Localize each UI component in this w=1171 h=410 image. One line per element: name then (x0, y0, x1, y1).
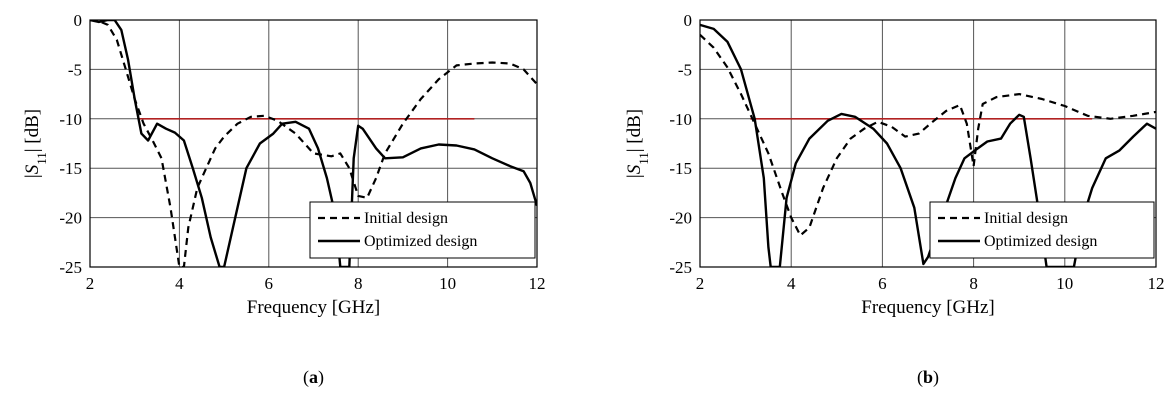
x-tick-label-a-0: 2 (86, 274, 95, 293)
x-tick-label-b-3: 8 (969, 274, 978, 293)
x-tick-label-a-5: 12 (529, 274, 546, 293)
y-tick-label-a-4: -20 (59, 209, 82, 228)
x-tick-label-b-2: 6 (878, 274, 887, 293)
x-axis-label-a: Frequency [GHz] (247, 297, 380, 318)
legend-box-a (309, 201, 536, 259)
x-tick-label-a-1: 4 (175, 274, 184, 293)
series-line-b-initial (700, 33, 1156, 237)
y-tick-label-a-3: -15 (59, 159, 82, 178)
x-tick-label-b-5: 12 (1148, 274, 1165, 293)
x-tick-label-b-4: 10 (1056, 274, 1073, 293)
legend-label-b-1: Optimized design (984, 233, 1097, 250)
legend-a: Initial design Optimized design (309, 201, 536, 259)
legend-label-b-0: Initial design (984, 210, 1068, 227)
x-tick-label-a-2: 6 (265, 274, 274, 293)
y-tick-label-b-3: -15 (669, 159, 692, 178)
y-tick-label-a-0: 0 (74, 11, 83, 30)
y-tick-label-b-4: -20 (669, 209, 692, 228)
x-tick-label-a-4: 10 (439, 274, 456, 293)
plot-frame-a (89, 19, 538, 268)
series-lines-a (90, 20, 537, 267)
legend-label-a-0: Initial design (364, 210, 448, 227)
x-tick-label-b-0: 2 (696, 274, 705, 293)
x-tick-label-a-3: 8 (354, 274, 363, 293)
grid-lines-b (700, 20, 1156, 267)
legend-label-a-1: Optimized design (364, 233, 477, 250)
y-tick-label-b-5: -25 (669, 258, 692, 277)
caption-a: (a) (303, 367, 324, 388)
y-tick-label-b-0: 0 (684, 11, 693, 30)
series-line-a-optimized (90, 20, 537, 267)
chart-panel-b: 2 4 6 8 10 120-5-10-15-20-25 Frequency [GHz] … (624, 11, 1165, 388)
y-axis-label-b: |S11| [dB] (624, 109, 651, 178)
y-tick-label-b-2: -10 (669, 110, 692, 129)
y-tick-label-a-2: -10 (59, 110, 82, 129)
y-axis-label-a: |S11| [dB] (22, 109, 49, 178)
legend-box-b (929, 201, 1155, 259)
chart-panel-a: 2 4 6 8 10 120-5-10-15-20-25 Frequency [GHz] … (22, 11, 546, 388)
legend-b: Initial design Optimized design (929, 201, 1155, 259)
x-axis-label-b: Frequency [GHz] (861, 297, 994, 318)
tick-labels-b: 2 4 6 8 10 12 0 -5 -10 -15 -20 -25 (669, 11, 1164, 293)
caption-b: (b) (917, 367, 939, 388)
x-tick-label-b-1: 4 (787, 274, 796, 293)
y-tick-label-b-1: -5 (678, 60, 692, 79)
y-tick-label-a-5: -25 (59, 258, 82, 277)
plot-frame-b (699, 19, 1157, 268)
tick-labels-a: 2 4 6 8 10 12 0 -5 -10 -15 -20 -25 (59, 11, 545, 293)
y-tick-label-a-1: -5 (68, 60, 82, 79)
